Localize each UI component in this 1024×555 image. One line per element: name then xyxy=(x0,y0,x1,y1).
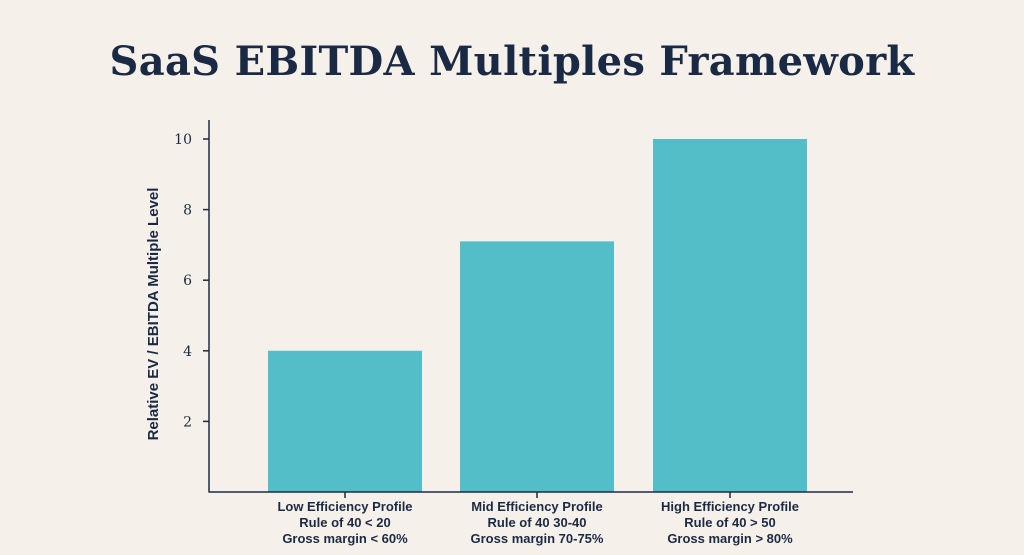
x-tick-label-2: Mid Efficiency Profile Rule of 40 30-40 Gr… xyxy=(471,499,604,546)
y-tick-label-8: 8 xyxy=(183,203,192,219)
bar-2 xyxy=(460,241,614,492)
bar-3 xyxy=(653,139,807,492)
y-tick-label-6: 6 xyxy=(183,273,192,289)
y-tick-label-4: 4 xyxy=(183,344,192,360)
y-axis-label: Relative EV / EBITDA Multiple Level xyxy=(145,188,162,441)
chart-title: SaaS EBITDA Multiples Framework xyxy=(109,38,915,85)
y-tick-label-10: 10 xyxy=(174,132,192,148)
bar-1 xyxy=(268,350,422,492)
x-tick-label-3: High Efficiency Profile Rule of 40 > 50 Gr… xyxy=(661,499,799,546)
y-tick-label-2: 2 xyxy=(183,414,192,430)
x-tick-label-1: Low Efficiency Profile Rule of 40 < 20 Gro… xyxy=(277,499,412,546)
